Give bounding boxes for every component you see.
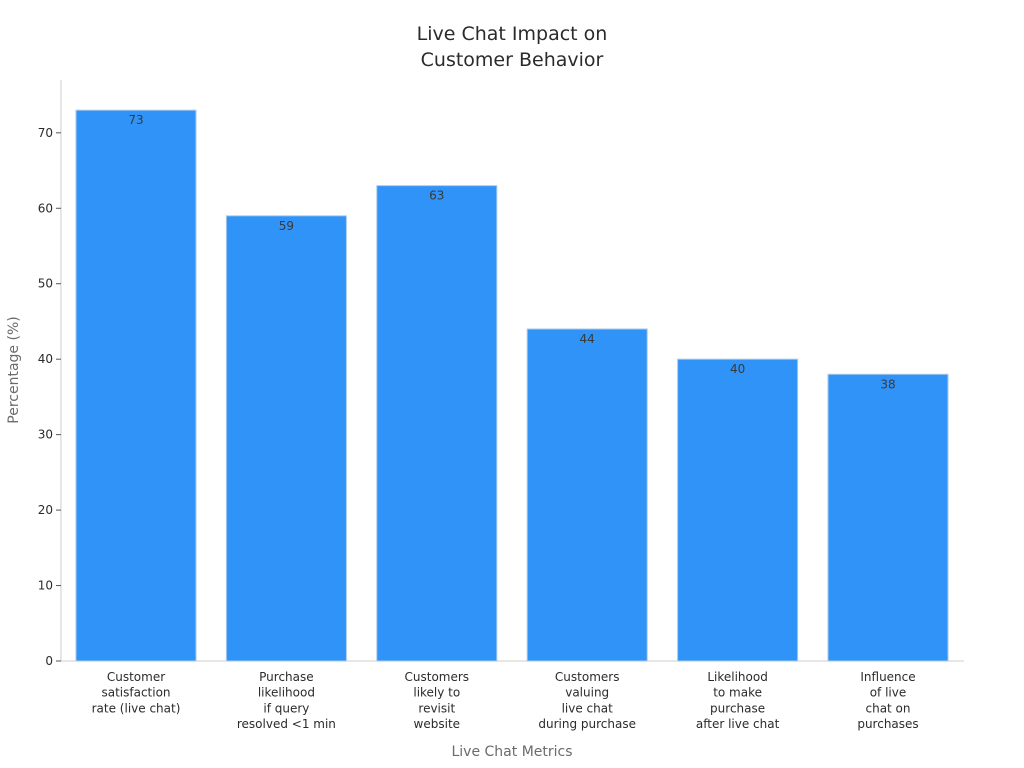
bar: [827, 373, 949, 662]
x-axis-label: Live Chat Metrics: [451, 744, 572, 760]
y-tick-label: 70: [38, 126, 53, 140]
x-tick-label: Customers: [405, 670, 470, 684]
x-tick-label: chat on: [865, 701, 910, 715]
bar: [75, 109, 197, 662]
y-tick-label: 0: [45, 654, 53, 668]
plot-area: 0 10 20 30 40 50 60 70 73 Customer satisfactionrat…: [38, 80, 964, 731]
y-tick-label: 20: [38, 503, 53, 517]
data-label: 73: [128, 113, 143, 127]
x-tick-label: rate (live chat): [92, 701, 181, 715]
x-tick-label: after live chat: [696, 717, 780, 731]
bar: [225, 215, 347, 662]
y-tick-label: 60: [38, 201, 53, 215]
x-tick-label: purchases: [857, 717, 918, 731]
x-tick-label: Customer: [107, 670, 165, 684]
data-label: 38: [880, 377, 895, 391]
data-label: 40: [730, 362, 745, 376]
chart-title-line-1: Live Chat Impact on: [417, 23, 608, 45]
y-axis-label: Percentage (%): [6, 316, 22, 423]
x-tick-label: satisfaction: [101, 686, 170, 700]
y-tick-label: 30: [38, 428, 53, 442]
x-tick-label: website: [414, 717, 461, 731]
x-tick-label: likely to: [413, 686, 460, 700]
x-tick-label: during purchase: [538, 717, 636, 731]
y-tick-label: 40: [38, 352, 53, 366]
bar: [677, 358, 799, 662]
x-tick-label: purchase: [710, 701, 765, 715]
x-tick-label: valuing: [565, 686, 609, 700]
x-tick-label: likelihood: [258, 686, 315, 700]
x-tick-label: Purchase: [259, 670, 314, 684]
x-tick-label: to make: [713, 686, 762, 700]
chart-title-line-2: Customer Behavior: [421, 49, 604, 71]
data-label: 44: [580, 332, 595, 346]
x-tick-label: live chat: [562, 701, 614, 715]
y-tick-label: 10: [38, 579, 53, 593]
x-tick-label: Influence: [860, 670, 915, 684]
x-tick-label: of live: [870, 686, 907, 700]
x-tick-label: if query: [263, 701, 309, 715]
x-tick-label: revisit: [418, 701, 455, 715]
bar: [526, 328, 648, 662]
y-tick-label: 50: [38, 277, 53, 291]
x-tick-label: resolved <1 min: [237, 717, 336, 731]
bar: [376, 185, 498, 662]
x-tick-label: Likelihood: [707, 670, 768, 684]
data-label: 59: [279, 219, 294, 233]
x-tick-label: Customers: [555, 670, 620, 684]
data-label: 63: [429, 189, 444, 203]
